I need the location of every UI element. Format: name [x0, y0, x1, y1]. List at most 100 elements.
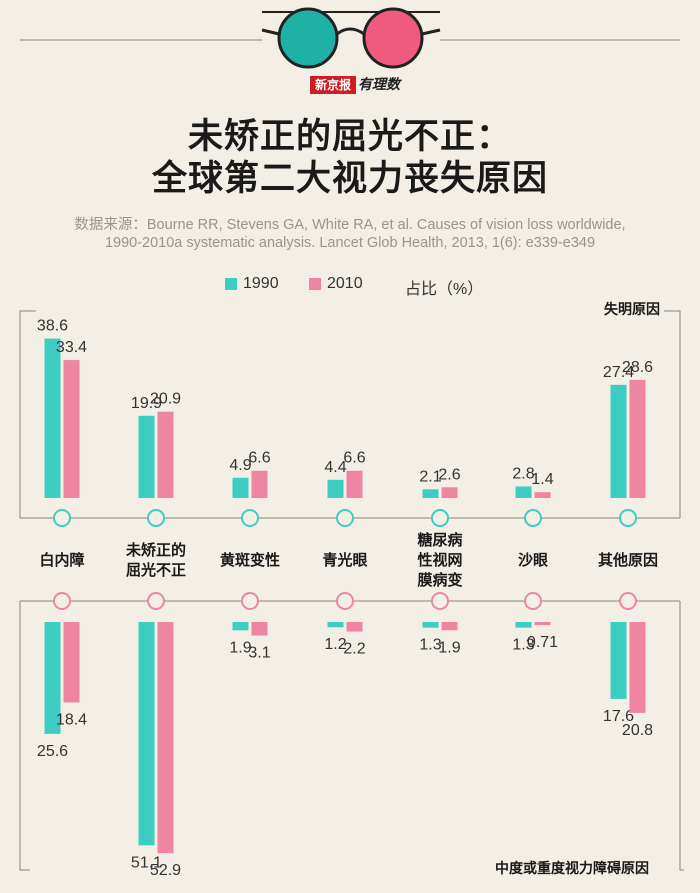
section-label-blindness: 失明原因 [600, 299, 664, 319]
category-label-2: 黄斑变性 [205, 550, 295, 570]
bar-blindness-2010-6 [629, 379, 646, 498]
label-blindness-2010-1: 20.9 [150, 391, 181, 408]
bar-blindness-1990-1 [138, 415, 155, 498]
marker-impairment-2 [241, 592, 259, 610]
label-impairment-2010-4: 1.9 [438, 639, 460, 656]
category-label-line: 白内障 [39, 551, 85, 569]
bar-impairment-1990-2 [232, 622, 249, 631]
label-blindness-1990-5: 2.8 [512, 465, 534, 482]
bar-blindness-2010-2 [251, 470, 268, 498]
category-label-line: 其他原因 [597, 551, 658, 569]
legend-swatch-1990 [225, 278, 237, 290]
marker-blindness-6 [619, 509, 637, 527]
marker-blindness-3 [336, 509, 354, 527]
bar-blindness-1990-4 [422, 489, 439, 498]
label-blindness-2010-4: 2.6 [438, 466, 460, 483]
category-label-6: 其他原因 [583, 550, 673, 570]
category-label-line: 性视网 [417, 551, 463, 569]
marker-blindness-2 [241, 509, 259, 527]
logo-column: 有理数 [358, 77, 400, 93]
category-label-line: 糖尿病 [417, 531, 463, 549]
legend-swatch-2010 [309, 278, 321, 290]
marker-impairment-5 [524, 592, 542, 610]
bar-impairment-1990-6 [610, 622, 627, 699]
bar-impairment-1990-1 [138, 622, 155, 846]
bar-impairment-1990-3 [327, 622, 344, 628]
label-blindness-1990-4: 2.1 [419, 468, 441, 485]
glasses-arm-right [421, 28, 441, 36]
label-blindness-2010-5: 1.4 [531, 471, 553, 488]
category-label-0: 白内障 [17, 550, 107, 570]
source-line2: 1990-2010a systematic analysis. Lancet G… [104, 235, 596, 251]
marker-impairment-1 [147, 592, 165, 610]
bar-blindness-1990-3 [327, 479, 344, 498]
bar-impairment-1990-0 [44, 622, 61, 734]
glasses-left-lens [277, 7, 339, 69]
bar-impairment-2010-0 [63, 622, 80, 703]
page-title-line2: 全球第二大视力丧失原因 [151, 159, 548, 199]
label-impairment-1990-4: 1.3 [419, 637, 441, 654]
label-impairment-1990-3: 1.2 [324, 636, 346, 653]
bar-blindness-2010-0 [63, 360, 80, 498]
label-impairment-2010-2: 3.1 [248, 645, 270, 662]
label-impairment-1990-6: 17.6 [603, 708, 634, 725]
category-label-line: 沙眼 [517, 551, 548, 569]
marker-impairment-4 [431, 592, 449, 610]
label-impairment-1990-5: 1.3 [512, 637, 534, 654]
bracket-top-right [650, 310, 681, 518]
brand-logo: 新京报 有理数 [310, 74, 404, 96]
bar-blindness-1990-6 [610, 384, 627, 498]
bar-blindness-2010-5 [534, 492, 551, 498]
label-impairment-2010-0: 18.4 [56, 711, 87, 728]
label-blindness-2010-0: 33.4 [56, 339, 87, 356]
label-blindness-1990-1: 19.9 [131, 395, 162, 412]
glasses-illustration [20, 7, 680, 69]
bar-impairment-2010-5 [534, 622, 551, 626]
glasses-arm-left [261, 28, 280, 36]
label-blindness-2010-6: 28.6 [622, 359, 653, 376]
source-line1: 数据来源：Bourne RR, Stevens GA, White RA, et… [74, 217, 626, 233]
label-blindness-2010-2: 6.6 [248, 450, 270, 467]
bracket-bottom-right [679, 601, 684, 871]
glasses-right-lens [362, 7, 424, 69]
category-label-4: 糖尿病 性视网 膜病变 [395, 530, 485, 590]
bar-blindness-1990-0 [44, 338, 61, 498]
page-title-line1: 未矫正的屈光不正： [187, 117, 512, 157]
category-label-line: 青光眼 [322, 551, 368, 569]
label-impairment-2010-3: 2.2 [343, 641, 365, 658]
marker-blindness-5 [524, 509, 542, 527]
legend-unit: 占比（%） [405, 281, 484, 298]
category-label-line: 黄斑变性 [219, 551, 280, 569]
marker-impairment-0 [53, 592, 71, 610]
bar-blindness-1990-2 [232, 477, 249, 498]
glasses-bridge [336, 27, 365, 36]
label-impairment-1990-2: 1.9 [229, 639, 251, 656]
bar-impairment-2010-4 [441, 622, 458, 631]
label-impairment-2010-5: 0.71 [527, 634, 558, 651]
label-blindness-1990-6: 27.4 [603, 364, 634, 381]
category-label-line: 膜病变 [417, 571, 463, 589]
bar-impairment-2010-1 [157, 622, 174, 854]
category-label-line: 未矫正的 [125, 541, 186, 559]
bracket-bottom-left [19, 601, 30, 871]
legend-label-2010: 2010 [327, 275, 363, 292]
section-label-impairment: 中度或重度视力障碍原因 [491, 858, 653, 878]
bar-impairment-2010-6 [629, 622, 646, 713]
marker-impairment-6 [619, 592, 637, 610]
marker-blindness-4 [431, 509, 449, 527]
bar-blindness-2010-3 [346, 470, 363, 498]
marker-impairment-3 [336, 592, 354, 610]
category-label-5: 沙眼 [488, 550, 578, 570]
bracket-top-left [19, 310, 36, 518]
label-blindness-1990-0: 38.6 [37, 318, 68, 335]
legend-label-1990: 1990 [243, 275, 279, 292]
label-impairment-2010-1: 52.9 [150, 862, 181, 879]
bar-blindness-2010-1 [157, 411, 174, 498]
label-blindness-1990-3: 4.4 [324, 459, 346, 476]
bar-impairment-2010-3 [346, 622, 363, 632]
bar-impairment-1990-5 [515, 622, 532, 628]
marker-blindness-0 [53, 509, 71, 527]
marker-blindness-1 [147, 509, 165, 527]
bar-impairment-1990-4 [422, 622, 439, 628]
